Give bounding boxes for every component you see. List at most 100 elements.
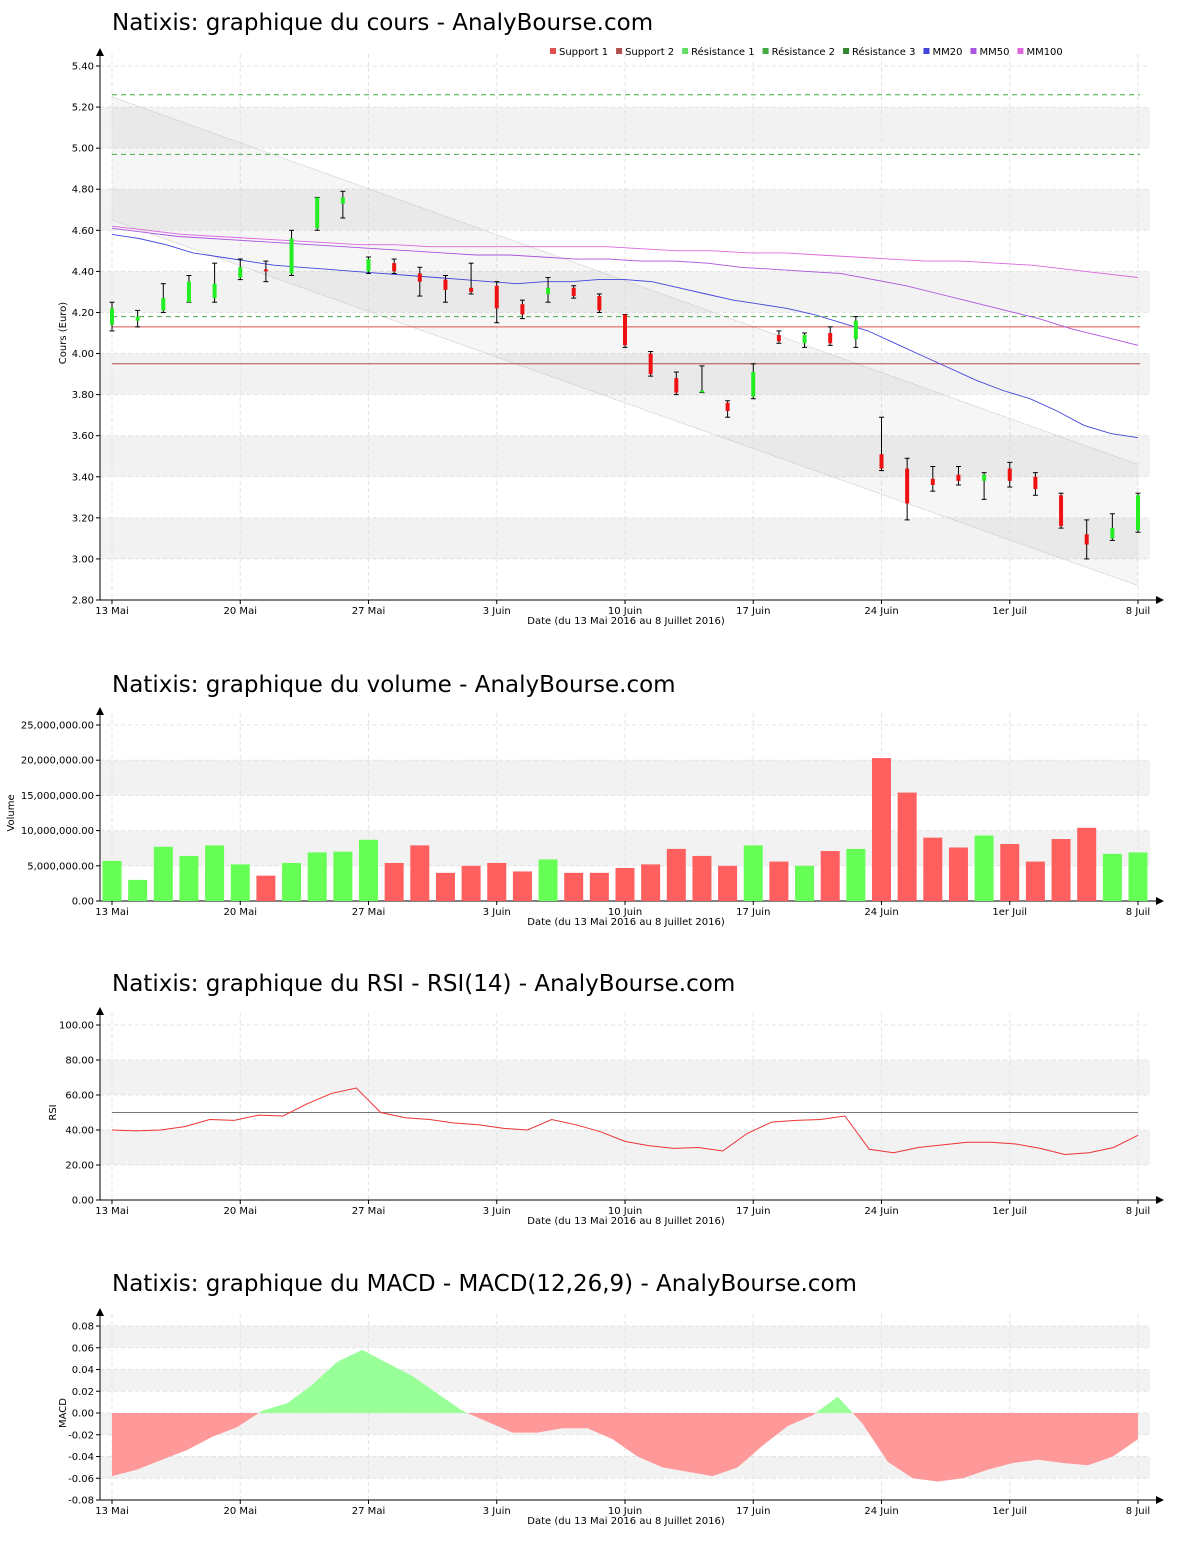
y-tick-label: 20.00	[65, 1161, 94, 1172]
candle-body	[417, 273, 422, 282]
candle	[981, 472, 987, 500]
y-axis-arrow	[96, 707, 104, 715]
volume-bar	[923, 837, 943, 901]
x-tick-label: 17 Juin	[736, 606, 770, 617]
x-tick-label: 13 Mai	[95, 1206, 128, 1217]
x-tick-label: 10 Juin	[608, 907, 642, 918]
candle-body	[443, 279, 448, 290]
legend-swatch	[970, 48, 977, 54]
volume-bar	[897, 792, 917, 901]
candle	[750, 363, 756, 400]
x-axis-label: Date (du 13 Mai 2016 au 8 Juillet 2016)	[527, 616, 725, 627]
x-tick-label: 10 Juin	[608, 606, 642, 617]
grid-band	[100, 353, 1150, 395]
y-tick-label: 0.00	[72, 1196, 94, 1207]
y-axis-label: Volume	[6, 794, 17, 831]
candle	[802, 332, 808, 348]
x-tick-label: 24 Juin	[864, 1206, 898, 1217]
candle	[366, 256, 371, 274]
x-tick-label: 3 Juin	[483, 1206, 511, 1217]
y-tick-label: 4.80	[72, 185, 94, 196]
legend-label: Support 1	[559, 47, 608, 58]
candle-body	[110, 308, 114, 325]
y-axis-arrow	[96, 48, 104, 56]
x-tick-label: 3 Juin	[483, 907, 511, 918]
mm50-line	[111, 227, 1139, 346]
legend-label: Support 2	[625, 47, 674, 58]
y-axis-arrow	[96, 1308, 104, 1316]
x-tick-label: 1er Juil	[992, 907, 1027, 918]
candle	[263, 260, 269, 283]
volume-bar	[205, 845, 225, 901]
macd-positive-area	[815, 1396, 853, 1413]
candle-body	[161, 298, 166, 311]
macd-negative-area	[852, 1413, 1138, 1482]
rsi-chart-title: Natixis: graphique du RSI - RSI(14) - An…	[112, 971, 736, 997]
channel-lower	[111, 219, 1139, 586]
candle-body	[571, 287, 576, 297]
candle	[1032, 472, 1038, 496]
x-axis-arrow	[1156, 596, 1164, 604]
candle	[109, 301, 115, 332]
price-chart-title: Natixis: graphique du cours - AnalyBours…	[112, 10, 654, 36]
legend-swatch	[923, 48, 930, 54]
legend-label: MM100	[1026, 47, 1062, 58]
candle-body	[1084, 534, 1089, 545]
x-tick-label: 8 Juil	[1126, 1506, 1150, 1517]
x-tick-label: 13 Mai	[95, 606, 128, 617]
candle-body	[315, 197, 320, 229]
y-tick-label: 0.08	[72, 1322, 94, 1333]
volume-chart-title: Natixis: graphique du volume - AnalyBour…	[112, 672, 676, 698]
candle-body	[340, 197, 345, 204]
candle	[340, 190, 346, 219]
volume-bar	[230, 864, 250, 901]
volume-bar	[359, 839, 378, 901]
x-axis-arrow	[1156, 897, 1164, 905]
x-tick-label: 13 Mai	[95, 1506, 128, 1517]
candle	[519, 299, 525, 320]
y-tick-label: 15,000,000.00	[21, 791, 94, 802]
candle-body	[751, 372, 756, 397]
volume-bar	[743, 845, 763, 901]
y-tick-label: 3.60	[72, 431, 94, 442]
candle-body	[1007, 468, 1012, 481]
volume-bar	[410, 845, 430, 901]
candle	[930, 466, 936, 492]
volume-bar	[641, 864, 661, 901]
candle	[160, 283, 166, 313]
candle-body	[674, 378, 679, 393]
candle-body	[1033, 476, 1038, 490]
candle-body	[776, 335, 781, 342]
y-tick-label: 5.00	[72, 144, 94, 155]
volume-bar	[1025, 861, 1045, 901]
x-tick-label: 10 Juin	[608, 1506, 642, 1517]
x-axis-label: Date (du 13 Mai 2016 au 8 Juillet 2016)	[527, 917, 725, 928]
candle	[468, 262, 474, 295]
x-tick-label: 13 Mai	[95, 907, 128, 918]
x-tick-label: 20 Mai	[224, 606, 257, 617]
candle	[1084, 519, 1090, 560]
x-tick-label: 17 Juin	[736, 1206, 770, 1217]
volume-bar	[128, 879, 148, 901]
volume-bar	[461, 865, 481, 901]
candle	[237, 258, 243, 281]
candle	[212, 262, 218, 303]
rsi-chart: 13 Mai 20 Mai 27 Mai 3 Juin 10 Juin 17 Juin 24…	[48, 1007, 1164, 1227]
candle-body	[1136, 495, 1140, 531]
volume-bar	[179, 855, 199, 901]
x-tick-label: 24 Juin	[864, 1506, 898, 1517]
y-tick-label: 3.20	[72, 513, 94, 524]
y-tick-label: 80.00	[65, 1056, 94, 1067]
volume-bar	[564, 872, 584, 901]
legend-swatch	[843, 48, 850, 54]
macd-chart-title: Natixis: graphique du MACD - MACD(12,26,…	[112, 1271, 857, 1297]
candle	[648, 350, 654, 377]
candle	[494, 281, 500, 324]
volume-bar	[872, 758, 891, 901]
volume-bar	[487, 862, 507, 901]
volume-bar	[718, 865, 738, 901]
y-tick-label: 0.00	[72, 1409, 94, 1420]
candle-body	[469, 287, 474, 292]
volume-bar	[307, 852, 327, 901]
volume-bar	[820, 851, 840, 901]
